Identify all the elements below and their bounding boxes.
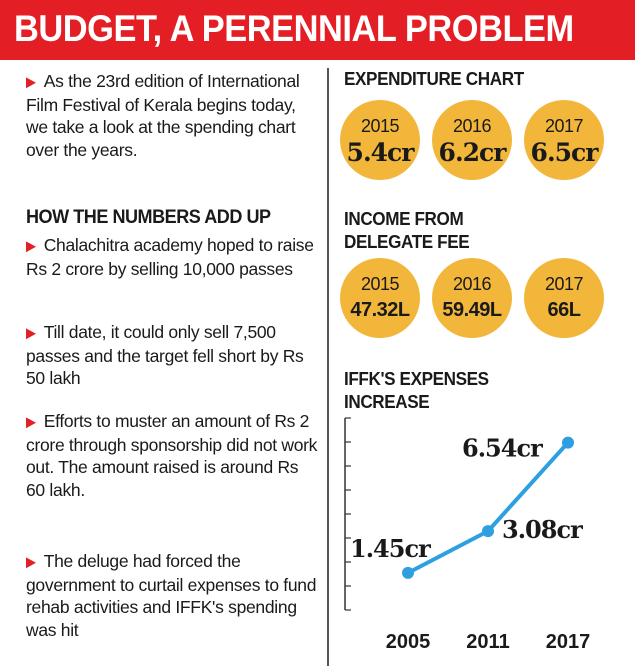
numbers-heading: HOW THE NUMBERS ADD UP (26, 207, 271, 228)
expenditure-bubble: 2016 6.2cr (432, 100, 512, 180)
arrow-icon: ▶ (26, 237, 36, 254)
expenditure-bubble: 2015 5.4cr (340, 100, 420, 180)
bullet-item: ▶ Till date, it could only sell 7,500 pas… (26, 321, 321, 390)
data-point (482, 525, 494, 538)
arrow-icon: ▶ (26, 413, 36, 430)
expenses-line-chart: 1.45cr 3.08cr 6.54cr 2005 2011 2017 (344, 417, 591, 653)
data-point (562, 436, 574, 449)
expenditure-bubble: 2017 6.5cr (524, 100, 604, 180)
x-tick-labels: 2005 2011 2017 (386, 631, 591, 653)
income-bubble: 2016 59.49L (432, 258, 512, 338)
bubble-value: 59.49L (442, 299, 502, 321)
bubble-value: 5.4cr (346, 138, 415, 167)
data-label: 3.08cr (502, 515, 583, 544)
income-bubble: 2017 66L (524, 258, 604, 338)
bubble-value: 6.2cr (438, 138, 507, 167)
bubble-year: 2015 (360, 116, 400, 136)
bubble-year: 2016 (452, 274, 492, 294)
bullet-item: ▶ Chalachitra academy hoped to raise Rs 2… (26, 234, 321, 280)
data-point (402, 566, 414, 579)
x-tick-label: 2005 (386, 631, 431, 653)
bullet-text: Chalachitra academy hoped to raise Rs 2 … (26, 235, 314, 279)
data-labels: 1.45cr 3.08cr 6.54cr (350, 434, 584, 563)
bullet-item: ▶ The deluge had forced the government to… (26, 550, 321, 641)
expenses-title-line: INCREASE (344, 392, 430, 412)
income-title-line: DELEGATE FEE (344, 232, 470, 252)
arrow-icon: ▶ (26, 324, 36, 341)
intro-text: As the 23rd edition of International Fil… (26, 71, 300, 160)
bullet-text: Till date, it could only sell 7,500 pass… (26, 322, 304, 388)
income-title-line: INCOME FROM (344, 209, 464, 229)
bubble-value: 6.5cr (530, 138, 599, 167)
bubble-year: 2017 (544, 274, 584, 294)
title-bar: BUDGET, A PERENNIAL PROBLEM (0, 0, 635, 60)
income-bubble: 2015 47.32L (340, 258, 420, 338)
bullet-text: The deluge had forced the government to … (26, 551, 317, 640)
column-divider (327, 68, 329, 666)
x-tick-label: 2011 (466, 631, 509, 653)
bubble-year: 2017 (544, 116, 584, 136)
data-label: 1.45cr (350, 534, 431, 563)
data-points (402, 436, 574, 579)
x-tick-label: 2017 (546, 631, 591, 653)
expenses-chart-title: IFFK'S EXPENSES INCREASE (344, 368, 489, 414)
income-chart-title: INCOME FROM DELEGATE FEE (344, 208, 470, 254)
bubble-value: 66L (547, 299, 581, 321)
bubble-year: 2016 (452, 116, 492, 136)
data-label: 6.54cr (462, 434, 543, 463)
expenditure-chart-title: EXPENDITURE CHART (344, 69, 524, 89)
arrow-icon: ▶ (26, 73, 36, 90)
arrow-icon: ▶ (26, 553, 36, 570)
y-axis (344, 417, 351, 611)
bullet-item: ▶ Efforts to muster an amount of Rs 2 cro… (26, 410, 321, 501)
bubble-value: 47.32L (350, 299, 410, 321)
expenses-title-line: IFFK'S EXPENSES (344, 369, 489, 389)
bubble-year: 2015 (360, 274, 400, 294)
bullet-text: Efforts to muster an amount of Rs 2 cror… (26, 411, 318, 500)
intro-paragraph: ▶ As the 23rd edition of International Fi… (26, 70, 321, 161)
page-title: BUDGET, A PERENNIAL PROBLEM (14, 8, 574, 49)
